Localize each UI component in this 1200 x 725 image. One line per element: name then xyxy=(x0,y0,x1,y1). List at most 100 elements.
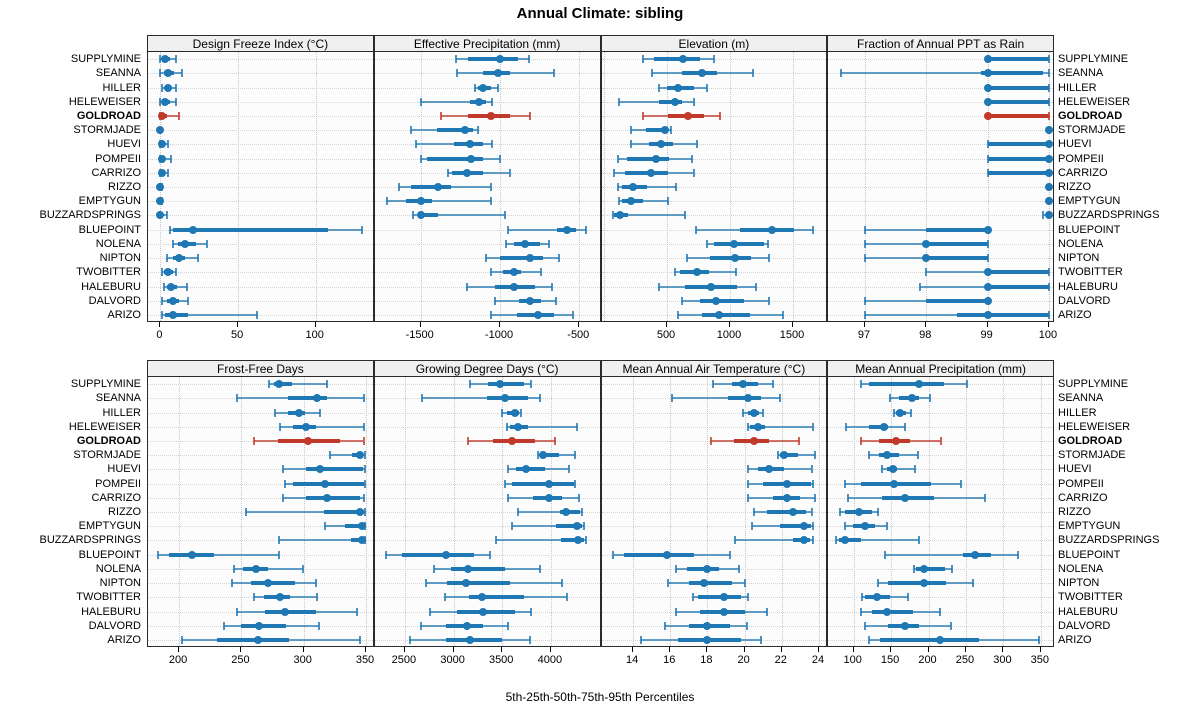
whisker-cap xyxy=(797,436,800,445)
gridline-horizontal xyxy=(828,144,1053,146)
median-dot xyxy=(767,225,776,234)
whisker-cap xyxy=(888,394,891,403)
whisker-cap xyxy=(499,154,502,163)
whisker-cap xyxy=(497,83,500,92)
whisker-box-25-75 xyxy=(926,227,988,232)
site-label-left: POMPEII xyxy=(95,477,141,490)
panel-title: Growing Degree Days (°C) xyxy=(415,361,559,376)
whisker-cap xyxy=(696,140,699,149)
site-label-right: DALVORD xyxy=(1058,294,1111,307)
median-dot xyxy=(510,408,519,417)
median-dot xyxy=(181,239,190,248)
x-axis-tick xyxy=(178,647,180,652)
x-axis-tick-label: 200 xyxy=(168,654,188,666)
median-dot xyxy=(783,479,792,488)
median-dot xyxy=(879,422,888,431)
whisker-cap xyxy=(712,55,715,64)
x-axis-tick-label: 0 xyxy=(156,329,163,341)
gridline-horizontal xyxy=(828,187,1053,188)
whisker-cap xyxy=(710,436,713,445)
whisker-box-25-75 xyxy=(987,156,1049,161)
site-label-left: NOLENA xyxy=(95,562,141,575)
gridline-vertical xyxy=(865,52,867,321)
whisker-cap xyxy=(860,593,863,602)
median-dot xyxy=(920,579,929,588)
x-axis-tick xyxy=(499,322,500,327)
whisker-cap xyxy=(362,394,365,403)
gridline-horizontal xyxy=(828,201,1053,203)
whisker-cap xyxy=(548,239,551,248)
whisker-cap xyxy=(747,479,750,488)
site-label-right: STORMJADE xyxy=(1058,124,1126,137)
whisker-cap xyxy=(949,621,952,630)
x-axis-tick-label: 100 xyxy=(843,654,862,666)
whisker-range-5-95 xyxy=(835,539,919,542)
whisker-range-5-95 xyxy=(840,72,1049,75)
whisker-cap xyxy=(161,268,163,277)
site-label-right: HELEWEISER xyxy=(1058,420,1131,433)
site-label-right: BUZZARDSPRINGS xyxy=(1058,534,1160,547)
site-label-left: BLUEPOINT xyxy=(78,223,141,236)
x-axis-tick-label: 1500 xyxy=(779,329,805,341)
median-dot xyxy=(788,508,797,516)
panel-header: Mean Annual Precipitation (mm) xyxy=(827,360,1054,377)
median-dot xyxy=(294,408,303,417)
gridline-vertical xyxy=(604,52,605,321)
x-axis-tick xyxy=(302,647,304,652)
median-dot xyxy=(753,422,762,431)
site-label-left: SUPPLYMINE xyxy=(70,53,141,66)
site-label-right: BLUEPOINT xyxy=(1058,223,1121,236)
whisker-cap xyxy=(669,126,672,135)
site-label-left: NOLENA xyxy=(95,237,141,250)
whisker-range-5-95 xyxy=(246,511,365,513)
whisker-box-25-75 xyxy=(555,524,583,529)
site-label-left: NIPTON xyxy=(99,252,141,265)
whisker-cap xyxy=(508,168,511,177)
whisker-cap xyxy=(734,536,737,545)
whisker-cap xyxy=(180,635,183,644)
site-label-left: POMPEII xyxy=(95,152,141,165)
median-dot xyxy=(323,493,332,502)
whisker-box-25-75 xyxy=(779,453,799,458)
gridline-horizontal xyxy=(601,483,827,485)
whisker-cap xyxy=(501,408,504,417)
x-axis-tick-label: 22 xyxy=(774,654,787,666)
x-axis-tick-label: 14 xyxy=(625,654,639,666)
median-dot xyxy=(1044,168,1053,177)
gridline-vertical xyxy=(502,377,504,646)
x-axis-tick-label: 300 xyxy=(293,654,312,666)
whisker-cap xyxy=(1047,55,1050,64)
x-axis-tick-label: 3500 xyxy=(488,654,514,666)
median-dot xyxy=(544,493,553,502)
whisker-cap xyxy=(167,140,170,149)
median-dot xyxy=(660,126,669,135)
panel-title: Mean Annual Air Temperature (°C) xyxy=(622,361,806,376)
whisker-range-5-95 xyxy=(278,539,365,542)
site-label-left: HILLER xyxy=(102,81,141,94)
median-dot xyxy=(783,493,792,502)
median-dot xyxy=(441,550,450,559)
whisker-cap xyxy=(181,69,184,78)
gridline-vertical xyxy=(926,52,928,321)
x-axis-tick-label: 350 xyxy=(355,654,375,666)
whisker-cap xyxy=(747,493,750,502)
gridline-horizontal xyxy=(601,497,827,499)
whisker-range-5-95 xyxy=(280,425,364,428)
whisker-box-25-75 xyxy=(838,538,862,543)
whisker-cap xyxy=(279,422,282,431)
whisker-box-25-75 xyxy=(487,382,524,387)
whisker-cap xyxy=(876,508,879,516)
whisker-cap xyxy=(917,536,920,545)
median-dot xyxy=(920,564,929,573)
whisker-cap xyxy=(489,310,492,319)
whisker-box-25-75 xyxy=(699,298,744,303)
median-dot xyxy=(254,621,263,630)
x-axis-tick-label: 18 xyxy=(700,654,713,666)
whisker-cap xyxy=(161,296,163,305)
whisker-cap xyxy=(1041,211,1044,220)
gridline-vertical xyxy=(241,377,243,646)
median-dot xyxy=(302,422,311,431)
site-label-left: STORMJADE xyxy=(73,124,141,137)
plot-area xyxy=(827,52,1054,322)
whisker-cap xyxy=(245,508,248,516)
